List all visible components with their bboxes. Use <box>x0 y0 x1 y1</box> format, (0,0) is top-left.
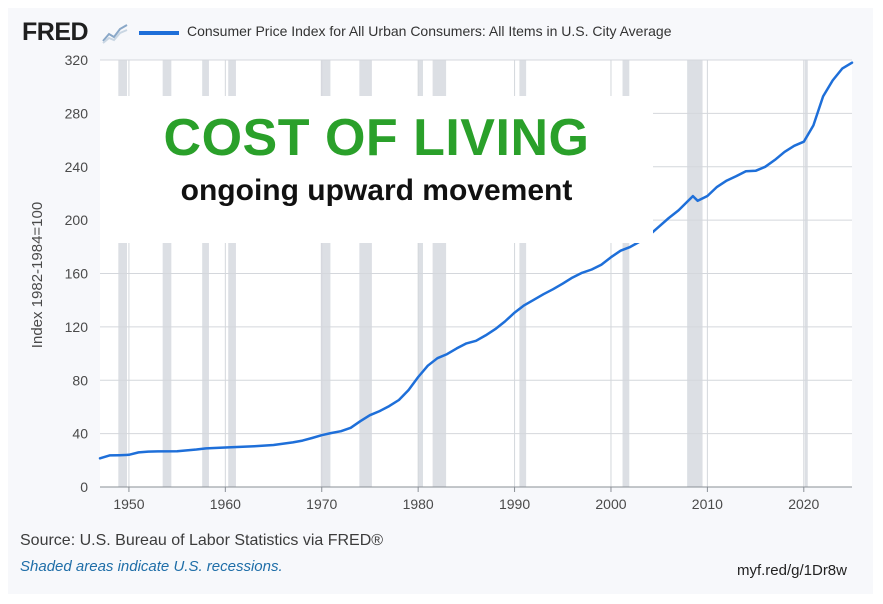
short-url-link[interactable]: myf.red/g/1Dr8w <box>736 562 847 579</box>
x-tick-label: 2010 <box>692 496 723 512</box>
x-tick-label: 1990 <box>499 496 530 512</box>
legend-series-label: Consumer Price Index for All Urban Consu… <box>187 23 672 39</box>
x-tick-label: 1960 <box>210 496 241 512</box>
y-axis-label: Index 1982-1984=100 <box>29 202 46 348</box>
x-tick-label: 1970 <box>306 496 337 512</box>
overlay-subtitle: ongoing upward movement <box>180 174 573 207</box>
y-tick-label: 40 <box>72 426 88 442</box>
overlay-title: COST OF LIVING <box>163 109 590 167</box>
chart-header: FRED Consumer Price Index for All Urban … <box>22 18 852 48</box>
y-tick-label: 160 <box>65 266 89 282</box>
y-tick-label: 240 <box>65 159 89 175</box>
y-tick-label: 320 <box>65 52 89 68</box>
overlay-banner: COST OF LIVING ongoing upward movement <box>100 96 653 243</box>
y-tick-label: 80 <box>72 372 88 388</box>
y-tick-label: 120 <box>65 319 89 335</box>
x-tick-label: 2000 <box>595 496 626 512</box>
y-tick-label: 200 <box>65 212 89 228</box>
x-tick-label: 1980 <box>403 496 434 512</box>
fred-logo[interactable]: FRED <box>22 18 89 46</box>
source-note: Source: U.S. Bureau of Labor Statistics … <box>20 532 383 550</box>
y-tick-label: 0 <box>80 479 88 495</box>
source-value: U.S. Bureau of Labor Statistics via FRED… <box>79 532 384 549</box>
source-prefix: Source: <box>20 532 80 549</box>
legend-swatch <box>139 31 179 35</box>
y-tick-label: 280 <box>65 105 89 121</box>
cpi-series-line <box>98 61 854 460</box>
recession-note: Shaded areas indicate U.S. recessions. <box>20 558 283 575</box>
x-tick-label: 1950 <box>113 496 144 512</box>
line-chart-icon <box>102 22 128 44</box>
x-tick-label: 2020 <box>788 496 819 512</box>
